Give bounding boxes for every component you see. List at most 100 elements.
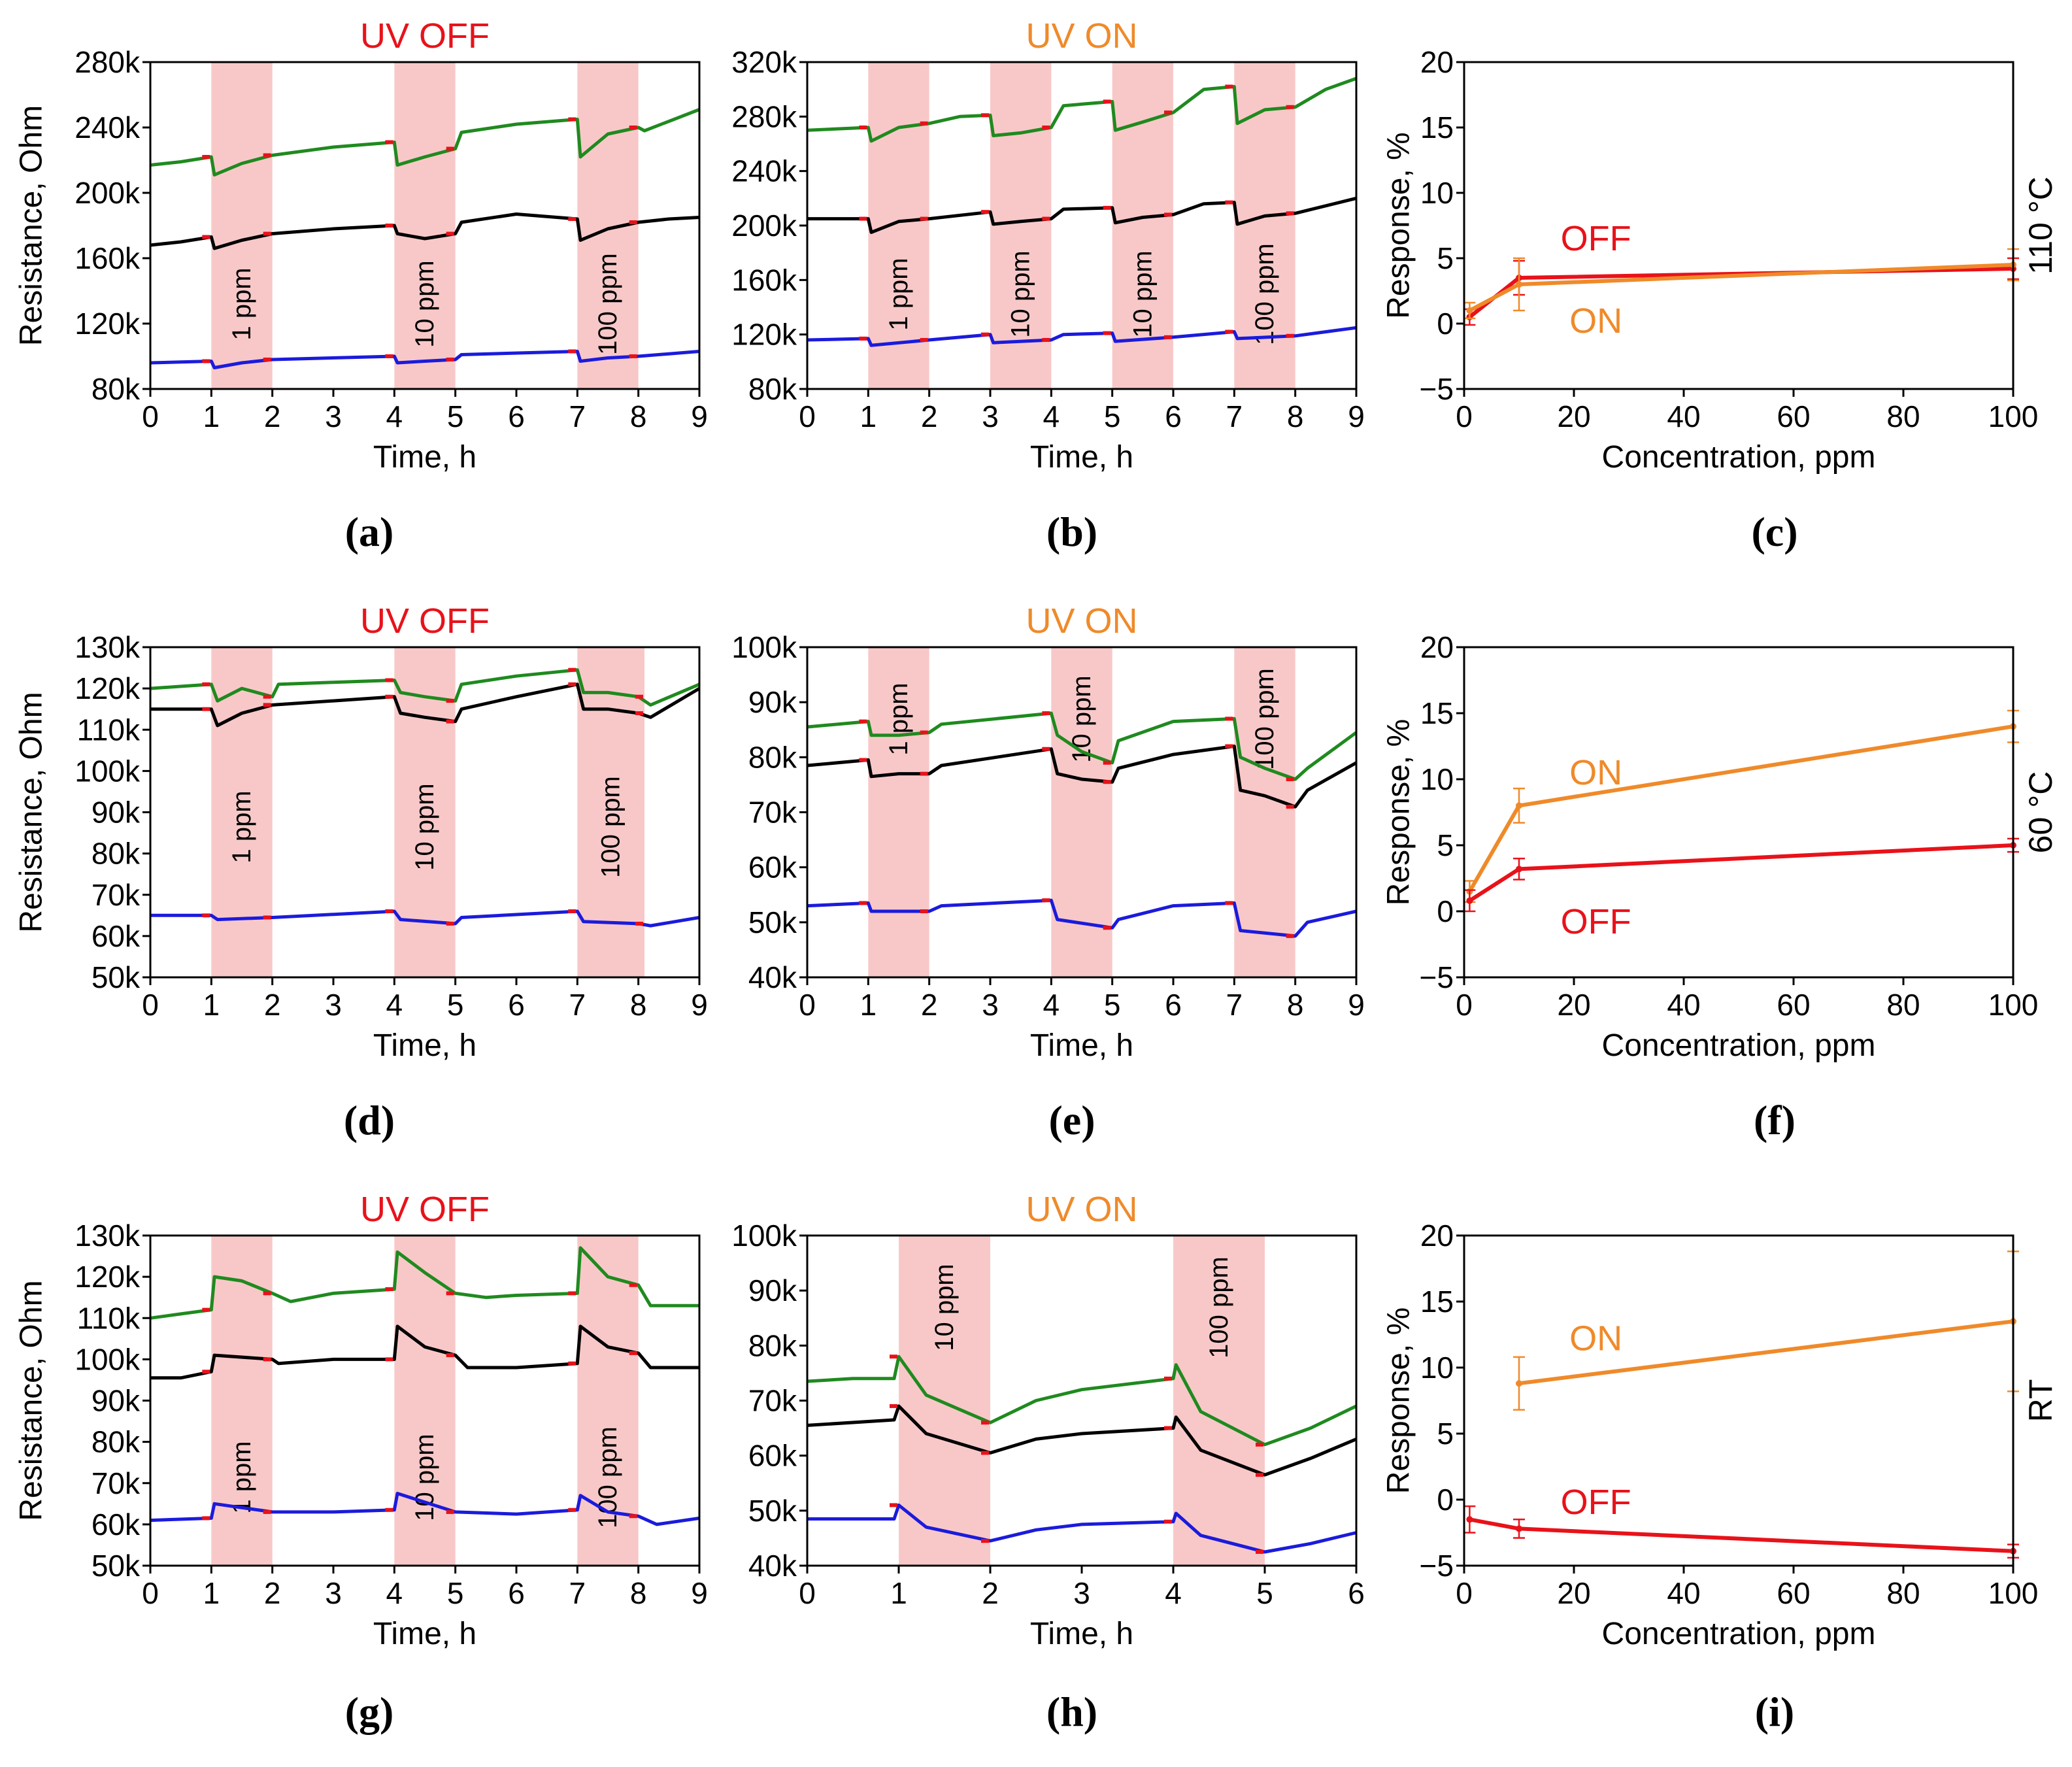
x-tick-label: 8 xyxy=(1287,399,1304,433)
x-tick-label: 2 xyxy=(264,988,281,1022)
y-tick-label: 120k xyxy=(731,318,797,352)
x-tick-label: 7 xyxy=(1226,988,1243,1022)
series-annotation: ON xyxy=(1569,1319,1622,1358)
panel-h: 10 ppm 100 ppm 0 1 2 3 4 5 6 40k 50k 60k 70k 80k 90k 10… xyxy=(731,1190,1365,1735)
band-label: 1 ppm xyxy=(884,682,913,755)
y-tick-label: 120k xyxy=(75,307,141,341)
series-line-off xyxy=(1469,1517,2014,1553)
x-axis-label: Time, h xyxy=(1030,440,1133,475)
y-tick-label: 20 xyxy=(1420,630,1454,664)
series-line-black xyxy=(807,745,1358,809)
chart-title: UV OFF xyxy=(360,601,490,641)
x-tick-label: 40 xyxy=(1667,1576,1700,1610)
y-tick-label: 120k xyxy=(75,671,141,705)
band-label: 1 ppm xyxy=(227,267,256,340)
chart-title: UV ON xyxy=(1026,601,1137,641)
x-tick-label: 0 xyxy=(142,399,159,433)
series-line-blue xyxy=(150,1492,700,1526)
x-tick-label: 60 xyxy=(1777,1576,1810,1610)
series-line-black xyxy=(150,682,701,728)
y-tick-label: 130k xyxy=(75,630,141,664)
exposure-band xyxy=(1234,62,1295,389)
x-tick-label: 2 xyxy=(264,399,281,433)
x-tick-label: 100 xyxy=(1988,988,2039,1022)
y-tick-label: 15 xyxy=(1420,696,1454,730)
y-tick-label: 90k xyxy=(748,685,797,719)
y-axis-label: Resistance, Ohm xyxy=(14,1280,49,1521)
y-tick-label: 200k xyxy=(731,209,797,243)
x-tick-label: 1 xyxy=(203,988,220,1022)
x-tick-label: 100 xyxy=(1988,399,2039,433)
x-tick-label: 5 xyxy=(447,988,464,1022)
panel-a: 1 ppm 10 ppm 100 ppm 0 1 2 3 4 5 6 7 8 9 80k 120k 160k 2… xyxy=(14,16,708,555)
x-tick-label: 6 xyxy=(508,1576,525,1610)
y-tick-label: −5 xyxy=(1420,1549,1454,1583)
y-tick-label: 10 xyxy=(1420,1351,1454,1385)
x-tick-label: 3 xyxy=(325,1576,342,1610)
y-tick-label: 280k xyxy=(731,99,797,133)
x-tick-label: 7 xyxy=(1226,399,1243,433)
series-line-black xyxy=(807,196,1357,234)
x-tick-label: 3 xyxy=(325,988,342,1022)
band-label: 1 ppm xyxy=(227,790,256,863)
x-tick-label: 7 xyxy=(569,1576,586,1610)
data-point xyxy=(1516,281,1522,288)
x-tick-label: 8 xyxy=(630,399,647,433)
y-tick-label: 70k xyxy=(748,1384,797,1418)
series-line-green xyxy=(807,711,1358,781)
band-label: 100 ppm xyxy=(1250,243,1279,345)
y-tick-label: 20 xyxy=(1420,45,1454,79)
y-tick-label: 320k xyxy=(731,45,797,79)
exposure-band xyxy=(394,1236,456,1566)
y-tick-label: 60k xyxy=(92,919,141,953)
y-axis-label: Resistance, Ohm xyxy=(14,692,49,932)
x-tick-label: 3 xyxy=(982,399,999,433)
y-tick-label: 5 xyxy=(1437,241,1454,275)
x-tick-label: 9 xyxy=(1348,988,1365,1022)
y-tick-label: 0 xyxy=(1437,307,1454,341)
x-tick-label: 40 xyxy=(1667,988,1700,1022)
x-tick-label: 20 xyxy=(1557,399,1590,433)
band-label: 10 ppm xyxy=(1007,250,1035,337)
x-tick-label: 2 xyxy=(921,399,938,433)
series-line-blue xyxy=(150,350,700,369)
x-tick-label: 1 xyxy=(890,1576,907,1610)
x-tick-label: 9 xyxy=(1348,399,1365,433)
x-tick-label: 60 xyxy=(1777,988,1810,1022)
y-tick-label: 240k xyxy=(731,154,797,188)
x-tick-label: 9 xyxy=(691,1576,708,1610)
y-axis-label: Resistance, Ohm xyxy=(14,105,49,346)
x-tick-label: 6 xyxy=(1165,399,1182,433)
x-tick-label: 0 xyxy=(142,988,159,1022)
axes-frame xyxy=(1463,646,2014,979)
x-tick-label: 4 xyxy=(386,1576,403,1610)
y-tick-label: 100k xyxy=(731,630,797,664)
y-tick-label: 100k xyxy=(731,1219,797,1253)
y-tick-label: 15 xyxy=(1420,1285,1454,1319)
x-axis-label: Time, h xyxy=(373,440,476,475)
band-label: 100 ppm xyxy=(1205,1256,1233,1358)
panel-label: (b) xyxy=(1046,509,1097,555)
x-tick-label: 4 xyxy=(1043,399,1060,433)
exposure-band xyxy=(211,62,273,389)
y-tick-label: 5 xyxy=(1437,828,1454,862)
x-tick-label: 0 xyxy=(799,399,816,433)
y-tick-label: 160k xyxy=(75,241,141,275)
x-tick-label: 0 xyxy=(1456,399,1473,433)
x-tick-label: 5 xyxy=(447,1576,464,1610)
y-tick-label: 70k xyxy=(92,1466,141,1500)
axes-frame xyxy=(806,1234,1358,1567)
x-tick-label: 2 xyxy=(982,1576,999,1610)
x-axis-label: Time, h xyxy=(373,1617,476,1651)
exposure-band xyxy=(394,62,456,389)
y-tick-label: 50k xyxy=(92,960,141,994)
x-tick-label: 8 xyxy=(630,1576,647,1610)
band-label: 1 ppm xyxy=(884,258,913,330)
data-point xyxy=(1516,802,1522,809)
series-line-blue xyxy=(807,326,1357,347)
chart-title: UV OFF xyxy=(360,1190,490,1229)
series-line-blue xyxy=(807,898,1357,938)
data-point xyxy=(1466,1516,1473,1523)
x-tick-label: 5 xyxy=(447,399,464,433)
